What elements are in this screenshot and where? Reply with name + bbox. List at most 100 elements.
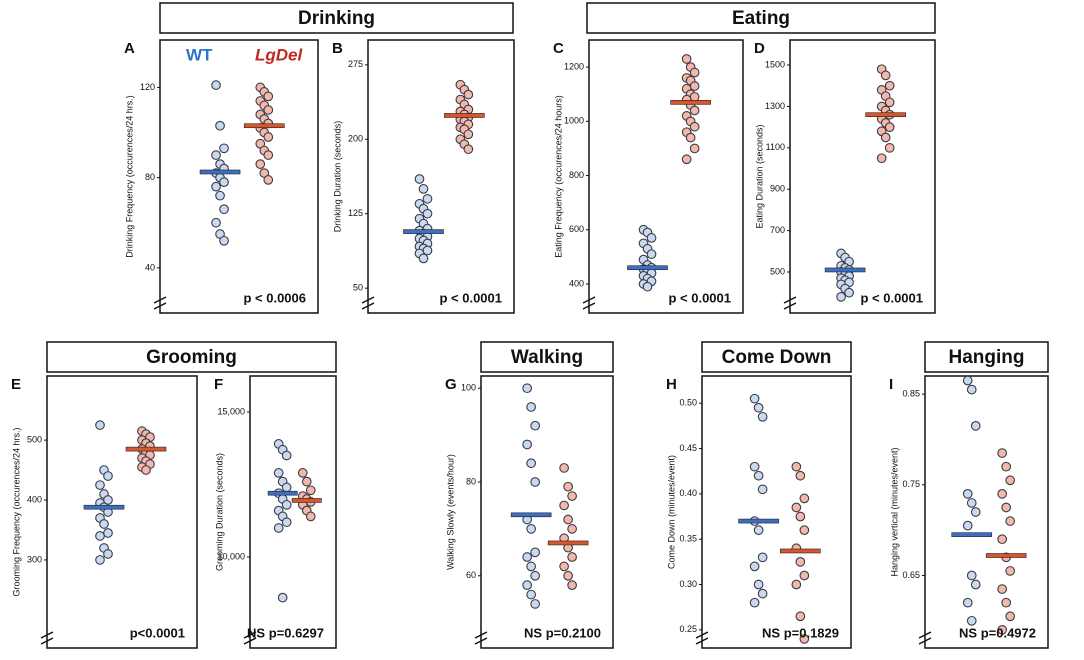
- axis-break: [474, 631, 488, 645]
- y-axis-label: Grooming Duration (seconds): [214, 453, 224, 571]
- panel-frame: [924, 375, 1049, 649]
- data-point: [463, 89, 474, 100]
- data-point: [689, 67, 700, 78]
- data-point: [646, 233, 657, 243]
- data-point: [281, 450, 292, 461]
- data-point: [997, 584, 1008, 594]
- group-header: Walking: [511, 347, 583, 368]
- y-axis-label: Come Down (minutes/event): [666, 455, 676, 569]
- data-point: [99, 519, 109, 529]
- data-point: [95, 480, 105, 490]
- y-tick-label: 60: [466, 570, 476, 580]
- data-point: [753, 470, 764, 481]
- data-point: [263, 105, 274, 115]
- panel-frame: [789, 39, 936, 314]
- data-point: [418, 184, 429, 194]
- data-point: [799, 634, 810, 644]
- data-point: [255, 159, 266, 169]
- median-bar: [403, 229, 444, 234]
- data-point: [567, 524, 577, 534]
- data-point: [526, 458, 537, 469]
- y-tick-label: 600: [569, 224, 584, 234]
- group-header-box: [46, 341, 337, 373]
- data-point: [219, 177, 229, 187]
- y-tick-label: 0.25: [679, 624, 697, 634]
- data-point: [559, 500, 569, 511]
- data-point: [1001, 502, 1012, 513]
- data-point: [305, 485, 316, 496]
- y-axis-label: Grooming Frequency (occurences/24 hrs.): [11, 427, 21, 596]
- y-tick-label: 500: [770, 266, 785, 276]
- data-point: [689, 121, 700, 132]
- data-point: [463, 144, 474, 155]
- group-header: Come Down: [722, 347, 832, 368]
- p-value: NS p=0.1829: [762, 625, 839, 640]
- data-point: [567, 580, 577, 591]
- data-point: [522, 383, 533, 394]
- data-point: [880, 70, 891, 81]
- data-point: [563, 481, 573, 492]
- data-point: [1005, 516, 1016, 526]
- data-point: [757, 484, 768, 495]
- data-point: [103, 471, 113, 481]
- data-point: [795, 557, 806, 567]
- axis-break: [695, 631, 709, 645]
- median-bar: [125, 446, 167, 452]
- data-point: [567, 552, 577, 562]
- data-point: [211, 217, 221, 228]
- panel-frame: [46, 375, 198, 649]
- y-tick-label: 0.65: [902, 570, 920, 580]
- data-point: [646, 249, 657, 260]
- group-header: Eating: [732, 8, 790, 29]
- data-point: [884, 97, 895, 108]
- data-point: [215, 120, 225, 131]
- data-point: [685, 132, 696, 143]
- data-point: [880, 132, 891, 143]
- data-point: [263, 175, 274, 185]
- y-tick-label: 1000: [564, 116, 584, 126]
- y-tick-label: 1100: [766, 142, 785, 152]
- data-point: [559, 463, 569, 473]
- axis-break: [153, 296, 167, 310]
- p-value: NS p=0.6297: [247, 625, 324, 640]
- y-tick-label: 100: [461, 383, 476, 393]
- data-point: [530, 420, 541, 431]
- data-point: [966, 498, 977, 508]
- data-point: [753, 579, 764, 590]
- median-bar: [291, 498, 322, 503]
- data-point: [970, 579, 981, 590]
- y-axis-label: Eating Frequency (occurences/24 hours): [553, 95, 563, 258]
- data-point: [422, 245, 433, 256]
- data-point: [422, 208, 433, 219]
- data-point: [522, 439, 533, 450]
- data-point: [962, 489, 973, 499]
- panel-frame: [588, 39, 744, 314]
- group-header-box: [701, 341, 852, 373]
- data-point: [95, 531, 105, 541]
- p-value: NS p=0.2100: [524, 625, 601, 640]
- panel-frame: [367, 39, 515, 314]
- y-tick-label: 10,000: [217, 551, 245, 561]
- data-point: [795, 611, 806, 622]
- data-point: [530, 477, 541, 487]
- data-point: [997, 625, 1008, 635]
- group-header: Grooming: [146, 347, 237, 368]
- group-header: Drinking: [298, 8, 375, 29]
- data-point: [791, 579, 802, 590]
- data-point: [95, 555, 105, 565]
- data-point: [297, 468, 308, 478]
- panel-letter: E: [11, 376, 21, 393]
- legend-wt: WT: [186, 45, 213, 64]
- p-value: p < 0.0006: [243, 290, 306, 305]
- data-point: [642, 281, 653, 292]
- data-point: [219, 143, 229, 154]
- y-tick-label: 0.45: [679, 443, 697, 453]
- data-point: [530, 570, 541, 581]
- panel-frame: [701, 375, 852, 649]
- panel-frame: [249, 375, 337, 649]
- data-point: [563, 514, 573, 525]
- data-point: [530, 547, 541, 558]
- data-point: [263, 91, 274, 102]
- data-point: [281, 499, 292, 510]
- data-point: [962, 375, 973, 386]
